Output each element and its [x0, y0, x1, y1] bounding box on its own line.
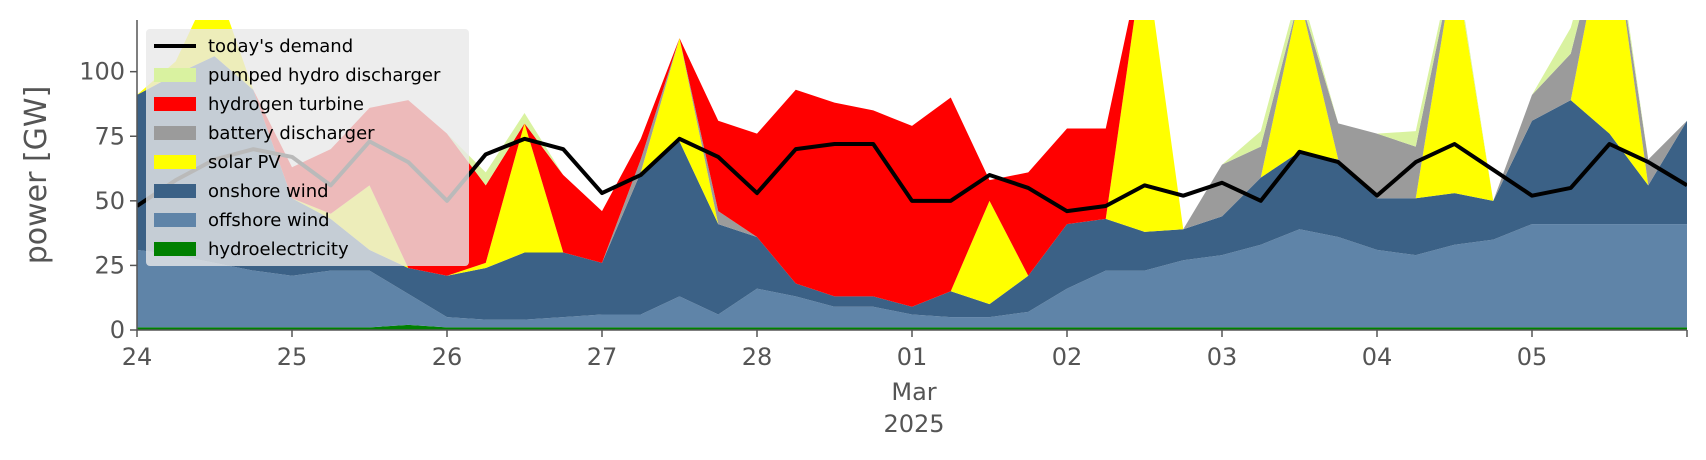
x-tick-label: 03	[1207, 343, 1238, 371]
area-battery-discharger	[137, 20, 1687, 307]
legend-label-today-s-demand: today's demand	[208, 36, 353, 57]
x-tick-label: 26	[432, 343, 463, 371]
legend-swatch-pumped-hydro-discharger	[154, 68, 196, 82]
legend-swatch-onshore-wind	[154, 184, 196, 198]
legend-box	[146, 29, 469, 266]
area-offshore-wind	[137, 224, 1687, 328]
legend-swatch-solar-pv	[154, 155, 196, 169]
x-tick-label: 25	[277, 343, 308, 371]
y-tick-label: 25	[94, 251, 125, 279]
legend-swatch-offshore-wind	[154, 213, 196, 227]
stacked-areas	[137, 20, 1687, 330]
x-ticks: 24 25 26 27 28 01 02 03 04 05	[122, 330, 1688, 371]
area-onshore-wind	[137, 56, 1687, 320]
legend-label-onshore-wind: onshore wind	[208, 181, 329, 202]
x-sublabel-year: 2025	[883, 410, 944, 438]
y-axis-label: power [GW]	[19, 86, 54, 265]
legend-label-offshore-wind: offshore wind	[208, 210, 330, 231]
y-ticks: 0 25 50 75 100	[79, 58, 137, 344]
y-tick-label: 100	[79, 58, 125, 86]
x-tick-label: 01	[897, 343, 928, 371]
x-tick-label: 02	[1052, 343, 1083, 371]
legend-swatch-hydrogen-turbine	[154, 97, 196, 111]
y-tick-label: 75	[94, 122, 125, 150]
area-hydroelectricity	[137, 324, 1687, 330]
legend-label-pumped-hydro-discharger: pumped hydro discharger	[208, 65, 441, 86]
legend-swatch-hydroelectricity	[154, 242, 196, 256]
legend-swatch-battery-discharger	[154, 126, 196, 140]
x-tick-label: 28	[742, 343, 773, 371]
area-hydrogen-turbine	[137, 20, 1687, 307]
legend-label-hydrogen-turbine: hydrogen turbine	[208, 94, 364, 115]
x-sublabel-month: Mar	[891, 378, 936, 406]
legend-label-solar-pv: solar PV	[208, 152, 281, 173]
x-tick-label: 04	[1362, 343, 1393, 371]
legend-label-battery-discharger: battery discharger	[208, 123, 375, 144]
area-solar-pv	[137, 20, 1687, 307]
y-tick-label: 0	[110, 316, 125, 344]
x-tick-label: 05	[1517, 343, 1548, 371]
x-tick-label: 27	[587, 343, 618, 371]
x-tick-label: 24	[122, 343, 153, 371]
legend-label-hydroelectricity: hydroelectricity	[208, 239, 349, 260]
legend: today's demand pumped hydro discharger hyd…	[146, 29, 469, 266]
y-tick-label: 50	[94, 187, 125, 215]
